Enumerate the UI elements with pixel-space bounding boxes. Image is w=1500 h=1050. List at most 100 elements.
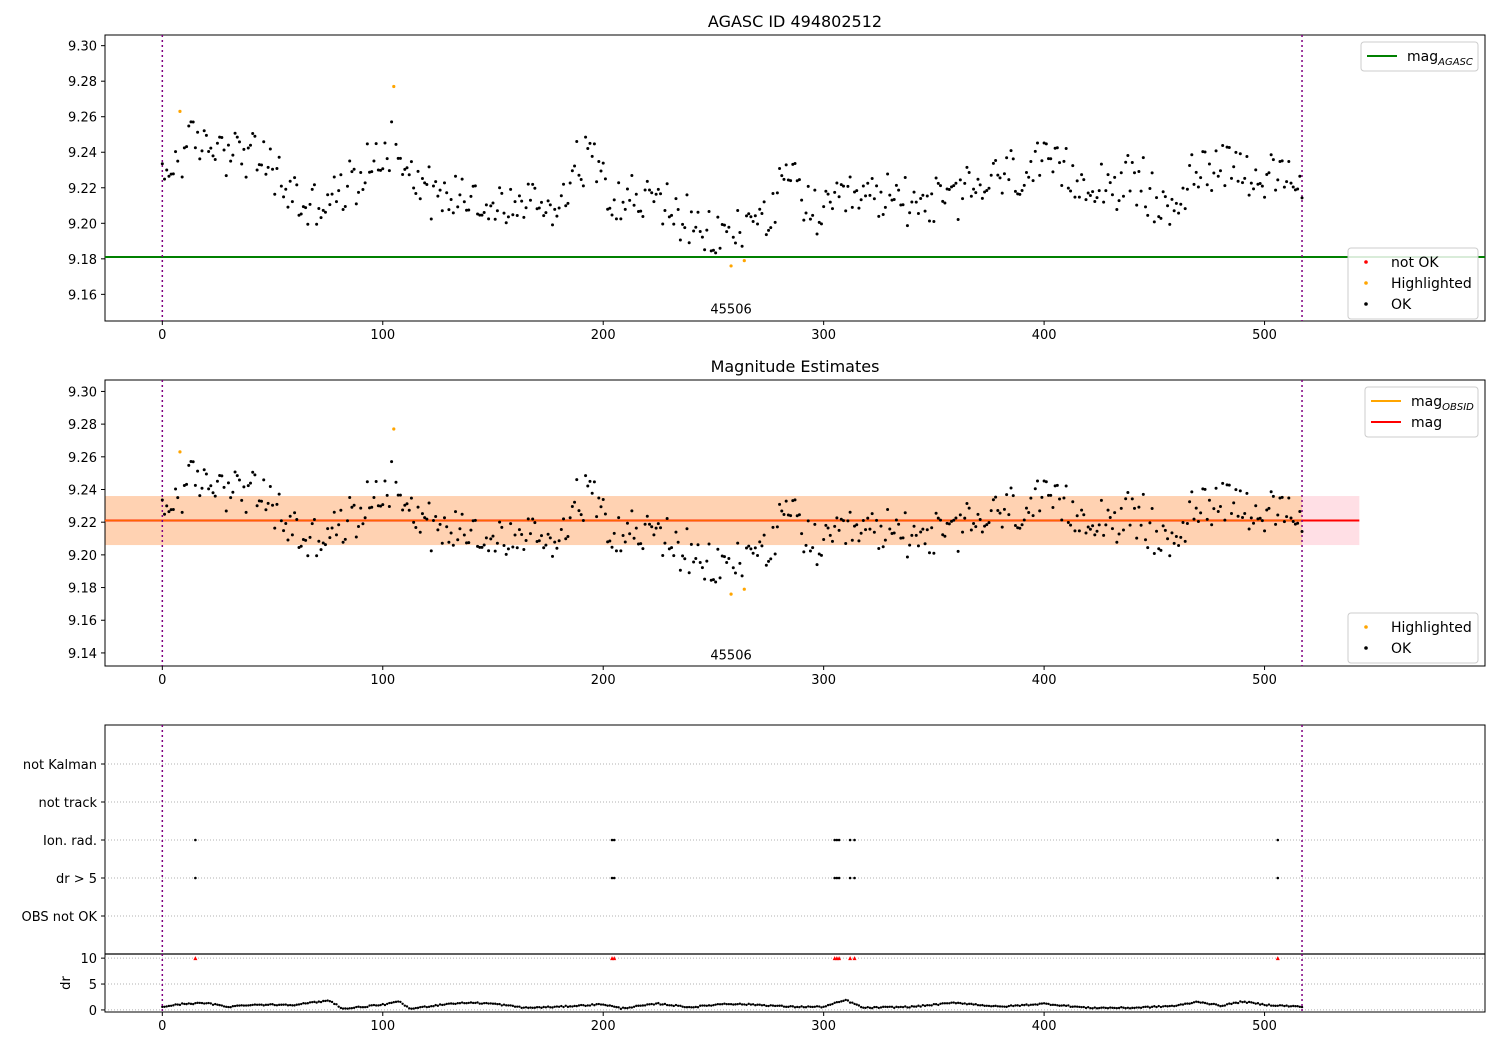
estimates-ok-point <box>1170 531 1174 535</box>
estimates-ok-point <box>603 512 607 516</box>
estimates-ok-point <box>1181 520 1185 524</box>
agasc-ok-point <box>299 212 303 216</box>
dr-point <box>216 1003 219 1006</box>
agasc-ok-point <box>163 177 167 181</box>
dr-point <box>1084 1006 1088 1010</box>
agasc-ok-point <box>643 188 647 192</box>
dr-point <box>582 1004 585 1007</box>
estimates-ok-point <box>1236 514 1240 518</box>
dr-point <box>595 1003 598 1006</box>
dr-point <box>1023 1003 1026 1007</box>
estimates-ok-point <box>983 524 987 528</box>
dr-point <box>1091 1007 1094 1010</box>
dr-point <box>198 1001 201 1005</box>
estimates-ok-point <box>921 527 925 531</box>
estimates-ok-point <box>425 517 429 521</box>
estimates-ok-point <box>866 516 870 520</box>
estimates-ok-point <box>1291 520 1295 524</box>
agasc-ok-point <box>498 186 502 190</box>
agasc-ok-point <box>403 167 407 171</box>
dr-point <box>275 1004 279 1007</box>
dr-point <box>575 1004 578 1008</box>
estimates-ok-point <box>1223 518 1227 522</box>
dr-point <box>939 1002 942 1005</box>
estimates-ok-point <box>297 545 301 549</box>
dr-point <box>934 1003 938 1006</box>
flags-point <box>194 838 197 842</box>
dr-point <box>1029 1003 1033 1007</box>
estimates-y-tick-label: 9.18 <box>68 582 97 597</box>
estimates-ok-point <box>941 533 945 537</box>
agasc-ok-point <box>431 184 435 188</box>
dr-y-tick-label: 5 <box>89 978 97 993</box>
estimates-ok-point <box>165 504 169 508</box>
dr-point <box>987 1004 991 1008</box>
dr-point <box>972 1003 975 1006</box>
estimates-ok-point <box>553 540 557 544</box>
dr-point <box>1001 1005 1004 1008</box>
estimates-ok-point <box>857 539 861 543</box>
dr-point <box>599 1003 603 1006</box>
estimates-x-tick-label: 500 <box>1252 673 1277 688</box>
dr-point <box>374 1004 378 1007</box>
agasc-ok-point <box>1247 193 1251 197</box>
estimates-ok-point <box>374 480 378 484</box>
agasc-ok-point <box>1126 154 1130 158</box>
agasc-ok-point <box>1093 200 1097 204</box>
dr-point <box>368 1004 371 1007</box>
estimates-ok-point <box>1099 498 1103 502</box>
estimates-ok-point <box>339 508 343 512</box>
dr-point <box>363 1005 367 1009</box>
agasc-ok-point <box>756 222 760 226</box>
dr-point <box>352 1006 356 1010</box>
estimates-ok-point <box>950 519 954 523</box>
agasc-ok-point <box>1296 187 1300 191</box>
estimates-ok-point <box>859 531 863 535</box>
agasc-ok-point <box>1022 183 1026 187</box>
agasc-ok-point <box>1203 150 1207 154</box>
agasc-highlighted-point <box>178 109 182 113</box>
estimates-ok-point <box>1005 493 1009 497</box>
dr-point <box>225 1005 228 1009</box>
estimates-ok-point <box>271 503 275 507</box>
agasc-ok-point <box>277 155 281 159</box>
estimates-ok-point <box>1234 488 1238 492</box>
agasc-ok-point <box>573 164 577 168</box>
estimates-ok-point <box>674 530 678 534</box>
estimates-ok-point <box>1232 501 1236 505</box>
dr-point <box>288 1003 292 1007</box>
estimates-ok-point <box>1227 483 1231 487</box>
estimates-ok-point <box>354 535 358 539</box>
agasc-ok-point <box>427 165 431 169</box>
flags-point <box>853 838 856 842</box>
agasc-ok-point <box>652 200 656 204</box>
estimates-ok-point <box>778 502 782 506</box>
dr-point <box>981 1003 984 1007</box>
dr-point <box>236 1004 239 1007</box>
estimates-ok-point <box>253 473 257 477</box>
agasc-ok-point <box>337 189 341 193</box>
estimates-ok-point <box>160 498 164 502</box>
estimates-ok-point <box>304 538 308 542</box>
dr-point <box>943 1002 947 1005</box>
dr-point <box>659 1003 662 1006</box>
estimates-ok-point <box>573 500 577 504</box>
agasc-ok-point <box>187 124 191 128</box>
dr-point <box>1195 1000 1198 1003</box>
dr-point <box>467 1001 470 1005</box>
estimates-ok-point <box>1245 491 1249 495</box>
agasc-ok-point <box>357 190 361 194</box>
agasc-ok-point <box>588 141 592 145</box>
agasc-ok-point <box>866 181 870 185</box>
agasc-ok-point <box>1084 198 1088 202</box>
agasc-ok-point <box>359 170 363 174</box>
dr-point <box>538 1005 541 1009</box>
dr-point <box>851 1001 854 1004</box>
dr-point <box>1228 1002 1231 1005</box>
estimates-ok-point <box>641 547 645 551</box>
dr-point <box>449 1002 453 1005</box>
estimates-ok-point <box>531 517 535 521</box>
estimates-ok-point <box>881 545 885 549</box>
estimates-ok-point <box>813 522 817 526</box>
agasc-ok-point <box>685 193 689 197</box>
